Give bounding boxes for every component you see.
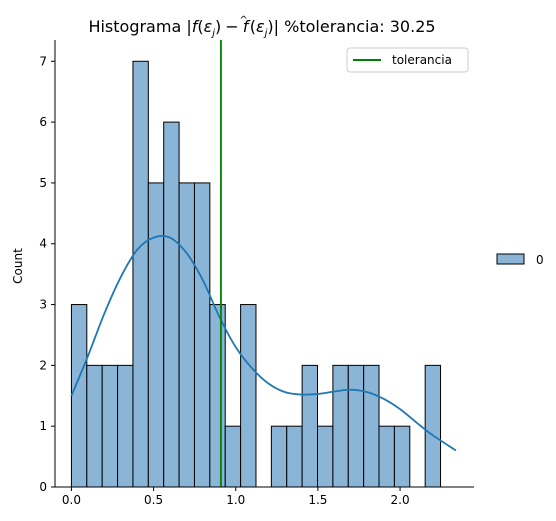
y-tick-label: 5 <box>39 176 47 190</box>
histogram-bar <box>101 364 119 488</box>
histogram-bar <box>147 182 165 488</box>
tolerance-legend: tolerancia <box>346 47 469 73</box>
y-tick-label: 4 <box>39 237 47 251</box>
y-axis-label: Count <box>11 248 25 284</box>
y-tick-label: 6 <box>39 115 47 129</box>
y-tick-label: 0 <box>39 480 47 494</box>
histogram-bar <box>347 364 365 488</box>
x-tick-label: 1.5 <box>308 493 327 507</box>
histogram-bar <box>270 425 288 488</box>
histogram-bar <box>163 121 180 488</box>
histogram-bar <box>378 425 395 488</box>
kde-curve-layer <box>70 235 457 452</box>
x-tick-label: 2.0 <box>391 493 410 507</box>
histogram-bar <box>424 364 442 488</box>
histogram-bar <box>70 304 88 488</box>
series-legend-swatch <box>496 253 525 265</box>
y-tick-label: 2 <box>39 358 47 372</box>
series-legend-label: 0 <box>536 253 544 267</box>
histogram-bar <box>132 60 149 488</box>
chart-title: Histograma |f(εj) − f^ (εj)| %tolerancia: 3… <box>88 15 435 39</box>
x-tick-label: 0.0 <box>62 493 81 507</box>
x-tick-label: 0.5 <box>144 493 163 507</box>
histogram-bar <box>332 364 349 488</box>
histogram-bar <box>193 182 211 488</box>
histogram-bars <box>70 60 442 488</box>
y-tick-label: 1 <box>39 419 47 433</box>
tolerance-legend-label: tolerancia <box>392 53 452 67</box>
histogram-bar <box>240 304 257 488</box>
tolerance-legend-frame <box>346 47 469 73</box>
histogram-bar <box>117 364 134 488</box>
histogram-bar <box>286 425 303 488</box>
histogram-bar <box>393 425 411 488</box>
histogram-bar <box>301 364 319 488</box>
histogram-bar <box>363 364 380 488</box>
y-tick-label: 7 <box>39 54 47 68</box>
histogram-bar <box>209 304 226 488</box>
histogram-bar <box>178 182 195 488</box>
series-legend: 0 <box>496 253 544 267</box>
histogram-bar <box>224 425 242 488</box>
histogram-bar <box>86 364 103 488</box>
histogram-bar <box>317 425 334 488</box>
x-tick-label: 1.0 <box>226 493 245 507</box>
kde-curve <box>70 235 457 452</box>
y-tick-label: 3 <box>39 298 47 312</box>
axes: 0.0 0.5 1.0 1.5 2.0 0 1 2 3 4 5 6 7 <box>39 40 474 507</box>
